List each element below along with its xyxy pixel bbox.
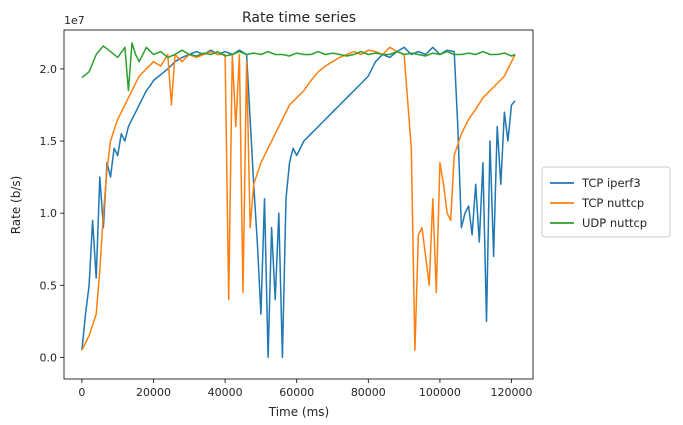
plot-area: 0 20000 40000 60000 80000 100000 120000 0.0 0.5…: [40, 29, 534, 399]
chart-title: Rate time series: [242, 10, 356, 26]
x-axis-label: Time (ms): [268, 405, 330, 419]
x-tick-label: 100000: [419, 386, 461, 399]
x-axis: 0 20000 40000 60000 80000 100000 120000: [78, 379, 533, 399]
x-tick-label: 80000: [351, 386, 386, 399]
legend: TCP iperf3 TCP nuttcp UDP nuttcp: [541, 166, 671, 238]
legend-frame: [541, 166, 671, 238]
y-offset-label: 1e7: [64, 14, 85, 27]
series-line-tcp-iperf3: [81, 46, 516, 359]
y-axis-label: Rate (b/s): [9, 176, 23, 235]
y-tick-label: 1.5: [40, 135, 58, 148]
y-tick-label: 1.0: [40, 207, 58, 220]
x-tick-label: 20000: [136, 386, 171, 399]
series-layer: [81, 42, 516, 359]
x-tick-label: 60000: [279, 386, 314, 399]
y-tick-label: 0.0: [40, 351, 58, 364]
x-tick-label: 120000: [491, 386, 533, 399]
legend-label-tcp-iperf3: TCP iperf3: [581, 176, 641, 190]
legend-label-udp-nuttcp: UDP nuttcp: [582, 216, 647, 230]
series-line-udp-nuttcp: [81, 42, 516, 92]
y-tick-label: 2.0: [40, 63, 58, 76]
x-tick-label: 0: [78, 386, 85, 399]
legend-label-tcp-nuttcp: TCP nuttcp: [581, 196, 644, 210]
series-line-tcp-nuttcp: [81, 46, 516, 351]
y-axis: 0.0 0.5 1.0 1.5 2.0: [40, 63, 64, 364]
y-tick-label: 0.5: [40, 279, 58, 292]
plot-frame: [63, 29, 534, 380]
x-tick-label: 40000: [208, 386, 243, 399]
